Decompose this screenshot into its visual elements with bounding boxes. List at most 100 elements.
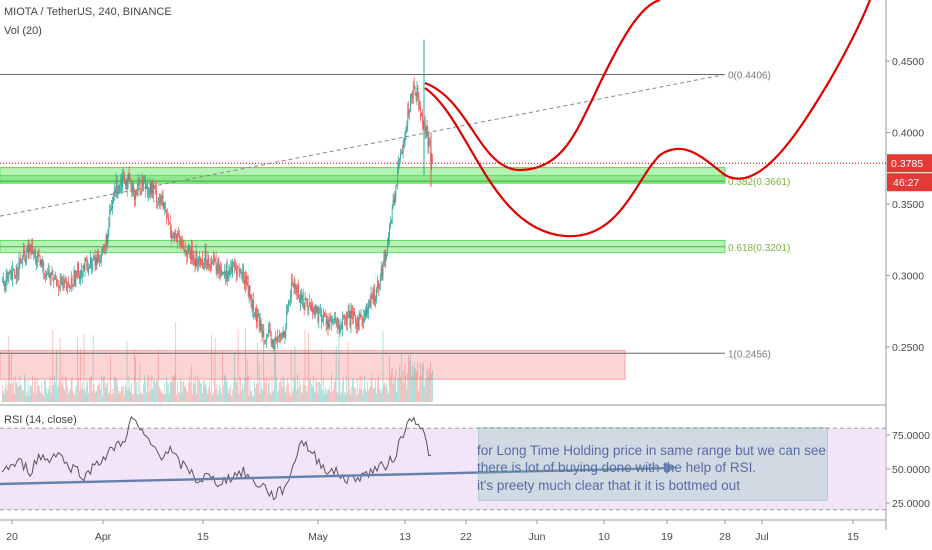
volume-bar — [18, 386, 20, 402]
volume-bar — [181, 392, 183, 402]
candle-body — [25, 251, 27, 264]
candle-body — [288, 301, 289, 307]
candle-body — [342, 316, 344, 329]
volume-bar — [394, 380, 396, 402]
candle-body — [402, 146, 404, 154]
candle-body — [174, 232, 176, 235]
candle-body — [235, 266, 236, 268]
volume-bar — [309, 380, 310, 402]
volume-bar — [354, 387, 355, 402]
candle-body — [261, 330, 263, 337]
candle-body — [323, 313, 325, 315]
volume-bar — [408, 355, 409, 402]
candle-body — [114, 190, 116, 194]
volume-bar — [77, 338, 78, 402]
candle-body — [224, 271, 226, 277]
candle-body — [431, 158, 432, 162]
volume-bar — [407, 373, 409, 402]
candle-body — [219, 267, 221, 273]
candle-body — [36, 260, 37, 263]
candle-body — [54, 275, 56, 280]
volume-bar — [386, 384, 387, 402]
candle-body — [358, 313, 360, 330]
candle-body — [255, 309, 256, 317]
candle-body — [40, 259, 42, 265]
rsi-tick-label: 25.0000 — [892, 498, 930, 510]
volume-bar — [383, 383, 385, 402]
volume-bar — [217, 394, 219, 402]
candle-body — [282, 331, 284, 335]
candle-body — [347, 310, 349, 313]
volume-bar — [333, 381, 335, 402]
candle-body — [390, 219, 392, 224]
candle-body — [417, 87, 419, 95]
volume-bar — [64, 390, 66, 402]
volume-bar — [319, 381, 321, 402]
volume-bar — [316, 381, 318, 402]
candle-body — [12, 269, 13, 280]
volume-bar — [78, 378, 79, 402]
volume-bar — [178, 391, 179, 402]
fib-zone-0382-inner — [0, 174, 726, 184]
volume-bar — [399, 365, 400, 402]
candle-body — [169, 222, 171, 231]
candle-body — [122, 176, 123, 187]
candle-body — [110, 209, 112, 212]
candle-body — [34, 252, 35, 253]
candle-body — [240, 269, 242, 274]
volume-bar — [145, 393, 147, 402]
volume-bar — [99, 382, 100, 402]
volume-bar — [242, 382, 243, 402]
volume-bar — [208, 387, 210, 402]
candle-body — [69, 283, 70, 288]
candle-body — [224, 271, 225, 274]
volume-bar — [185, 384, 187, 402]
volume-bar — [419, 376, 420, 402]
rsi-line — [1, 415, 432, 501]
candle-body — [102, 245, 104, 252]
volume-bar — [237, 329, 239, 402]
volume-bar — [327, 388, 329, 402]
volume-bar — [267, 394, 268, 402]
candle-body — [283, 331, 285, 338]
volume-bar — [46, 394, 48, 402]
volume-bar — [268, 378, 270, 402]
volume-bar — [57, 387, 58, 402]
volume-bar — [112, 388, 113, 402]
volume-bar — [56, 349, 57, 402]
candle-body — [164, 204, 166, 207]
volume-bar — [23, 390, 24, 402]
candle-body — [215, 259, 217, 272]
candle-body — [165, 204, 167, 211]
volume-bar — [426, 370, 428, 402]
candle-body — [292, 282, 294, 284]
annotation-note-box[interactable] — [478, 427, 828, 501]
candle-body — [145, 180, 146, 190]
volume-bar — [192, 383, 194, 402]
candle-body — [59, 277, 61, 288]
volume-bar — [401, 380, 403, 402]
candle-body — [303, 306, 305, 310]
volume-bar — [13, 378, 14, 402]
volume-bar — [80, 388, 82, 402]
candle-body — [80, 270, 81, 280]
volume-bar — [14, 376, 16, 402]
candle-body — [312, 304, 313, 313]
volume-bar — [411, 365, 413, 402]
candle-body — [60, 277, 62, 284]
candle-body — [271, 340, 273, 344]
volume-bar — [144, 375, 145, 402]
volume-bar — [239, 376, 241, 402]
candle-body — [143, 182, 145, 186]
volume-bar — [369, 387, 371, 402]
volume-bar — [35, 394, 37, 402]
volume-bar — [100, 389, 101, 402]
candle-body — [226, 264, 228, 279]
candle-body — [374, 289, 376, 302]
volume-bar — [300, 384, 301, 402]
candle-body — [168, 217, 169, 222]
volume-bar — [205, 383, 207, 402]
candle-body — [258, 313, 260, 330]
candle-body — [290, 295, 291, 301]
